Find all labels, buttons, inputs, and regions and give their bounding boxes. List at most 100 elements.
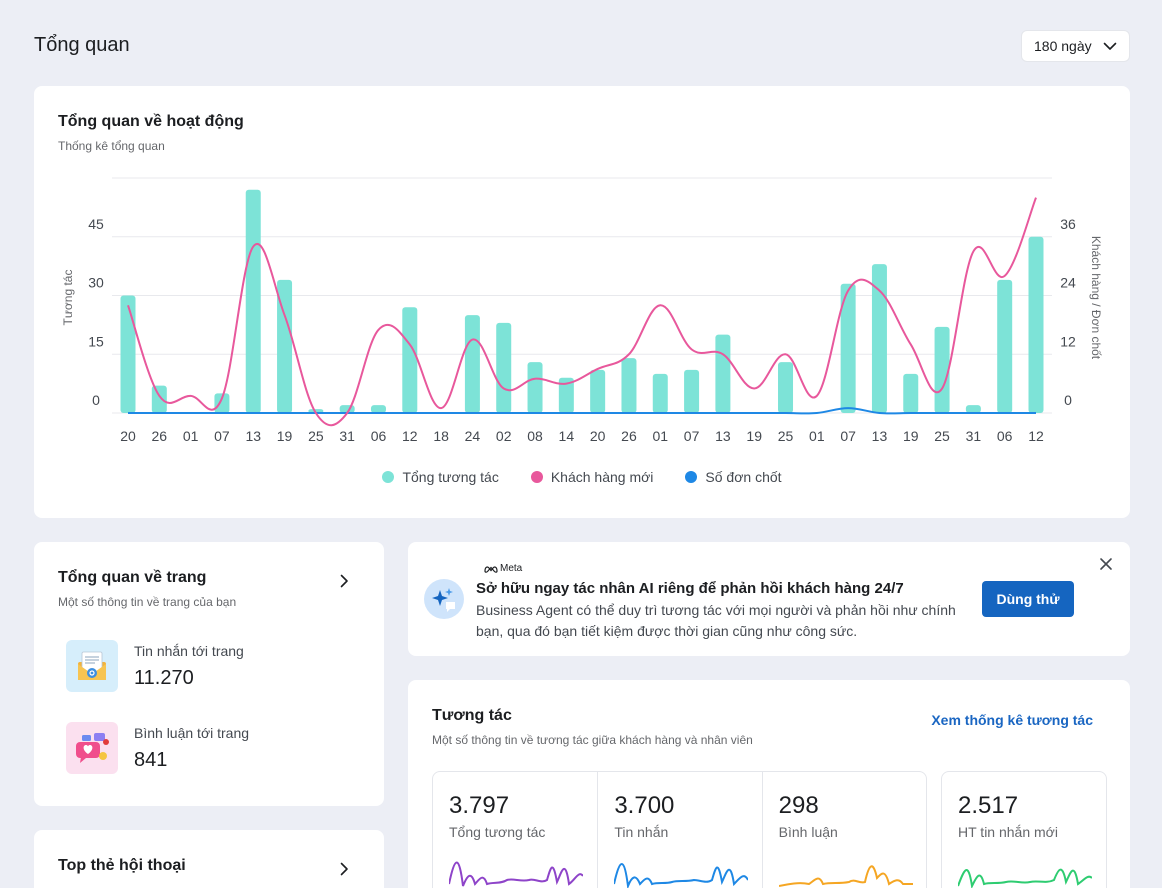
x-tick-label: 12 [1028,428,1044,444]
bar [684,369,700,413]
x-tick-label: 25 [778,428,794,444]
bar [840,283,856,413]
x-tick-label: 01 [809,428,825,444]
legend-item-new-customers[interactable]: Khách hàng mới [530,469,654,485]
legend-dot-total [382,471,395,483]
bar [965,405,981,413]
x-tick-label: 18 [433,428,449,444]
bar [245,189,261,413]
chart-legend: Tổng tương tác Khách hàng mới Số đơn chố… [34,469,1130,485]
bar [715,334,731,413]
messages-stat-value: 11.270 [134,666,194,689]
x-tick-label: 20 [590,428,606,444]
bar [496,322,512,413]
chevron-down-icon [1103,42,1117,50]
top-tags-card: Top thẻ hội thoại [34,830,384,888]
bar [903,373,919,413]
y-tick-label: 45 [88,216,104,232]
metric-value: 3.797 [449,792,510,819]
legend-item-total[interactable]: Tổng tương tác [382,469,499,485]
bar [370,405,386,413]
metric-label: Tin nhắn [614,824,669,840]
x-tick-label: 13 [715,428,731,444]
x-tick-label: 01 [652,428,668,444]
bar [527,362,543,413]
bar [997,279,1013,413]
close-icon[interactable] [1098,556,1114,572]
comments-stat-value: 841 [134,748,168,771]
activity-title: Tổng quan về hoạt động [58,113,244,130]
period-select[interactable]: 180 ngày [1021,30,1130,62]
promo-description: Business Agent có thể duy trì tương tác … [476,602,956,639]
sparkline-new-messages [958,868,1092,888]
messages-stat-label: Tin nhắn tới trang [134,642,244,659]
bar [120,295,136,413]
x-tick-label: 07 [684,428,700,444]
y-axis-label: Tương tác [61,270,75,326]
metric-messages[interactable]: 3.700 Tin nhắn [597,772,761,888]
bar [151,385,167,413]
legend-label-new-customers: Khách hàng mới [550,469,654,485]
metric-label: HT tin nhắn mới [958,824,1058,840]
interaction-title: Tương tác [432,707,512,724]
activity-chart-card: 0 15 30 45 0 12 24 36 Tương tác Khách hàng / Đơn … [34,86,1130,518]
metric-label: Bình luận [778,824,838,840]
y2-tick-label: 36 [1060,216,1076,232]
x-tick-label: 06 [371,428,387,444]
meta-brand: Meta [484,563,522,574]
x-tick-label: 20 [120,428,136,444]
legend-label-orders: Số đơn chốt [705,469,782,485]
bar [621,358,637,413]
x-tick-label: 19 [746,428,762,444]
bar [214,393,230,413]
chevron-right-icon[interactable] [336,861,352,877]
bar [652,373,668,413]
y-tick-label: 15 [88,333,104,349]
interaction-subtitle: Một số thông tin về tương tác giữa khách… [432,733,753,747]
bar [402,307,418,413]
y2-tick-label: 24 [1060,275,1076,291]
page-title: Tổng quan [34,34,130,56]
ai-agent-icon [424,579,464,619]
series-line-orders [128,407,1036,415]
legend-label-total: Tổng tương tác [402,469,499,485]
bar [934,326,950,413]
metric-comments[interactable]: 298 Bình luận [761,772,926,888]
metric-new-message-support[interactable]: 2.517 HT tin nhắn mới [942,772,1106,888]
envelope-icon [66,640,118,692]
interaction-card: Tương tác Một số thông tin về tương tác … [408,680,1130,888]
comments-stat: Bình luận tới trang 841 [66,722,249,774]
x-tick-label: 19 [277,428,293,444]
sparkline-total [449,861,583,887]
bar [1028,236,1044,413]
metric-value: 3.700 [614,792,675,819]
x-tick-label: 26 [152,428,168,444]
x-tick-label: 19 [903,428,919,444]
y2-tick-label: 0 [1064,392,1072,408]
x-tick-label: 08 [527,428,543,444]
comment-heart-icon [66,722,118,774]
metrics-group: 3.797 Tổng tương tác 3.700 Tin nhắn 298 … [432,771,927,888]
chevron-right-icon[interactable] [336,573,352,589]
x-tick-label: 25 [934,428,950,444]
try-button[interactable]: Dùng thử [982,581,1074,617]
promo-banner: Meta Sở hữu ngay tác nhân AI riêng để ph… [408,542,1130,656]
y-tick-label: 30 [88,275,104,291]
meta-brand-label: Meta [500,563,523,574]
meta-logo-icon [484,565,498,573]
x-tick-label: 25 [308,428,324,444]
x-tick-label: 24 [465,428,481,444]
page-overview-card: Tổng quan về trang Một số thông tin về t… [34,542,384,806]
sparkline-comments [778,865,913,887]
page-overview-subtitle: Một số thông tin về trang của bạn [58,595,237,609]
legend-item-orders[interactable]: Số đơn chốt [685,469,782,485]
x-tick-label: 02 [496,428,512,444]
view-interaction-stats-link[interactable]: Xem thống kê tương tác [931,712,1093,728]
metric-total-interactions[interactable]: 3.797 Tổng tương tác [433,772,597,888]
bar [590,369,606,413]
x-tick-label: 07 [214,428,230,444]
y2-tick-label: 12 [1060,333,1076,349]
sparkline-messages [614,863,749,888]
x-tick-label: 31 [339,428,355,444]
bar [778,362,794,413]
